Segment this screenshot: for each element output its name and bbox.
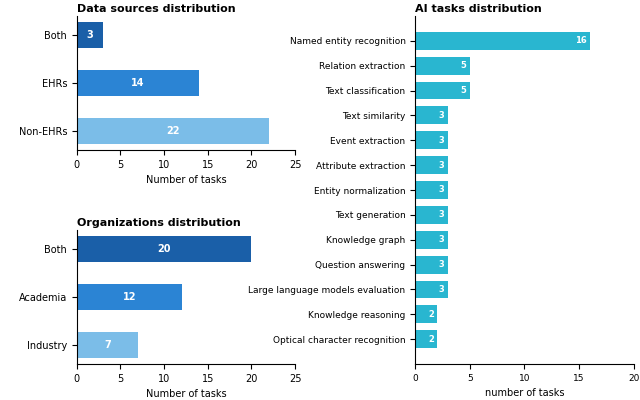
Text: AI tasks distribution: AI tasks distribution — [415, 4, 542, 14]
Text: 12: 12 — [122, 292, 136, 302]
X-axis label: Number of tasks: Number of tasks — [146, 389, 227, 399]
Text: 20: 20 — [157, 244, 171, 254]
Bar — [415, 156, 448, 174]
Bar — [415, 330, 437, 348]
Text: 2: 2 — [428, 310, 434, 319]
Bar — [415, 231, 448, 249]
Text: 3: 3 — [439, 136, 445, 145]
Text: 16: 16 — [575, 36, 587, 45]
X-axis label: Number of tasks: Number of tasks — [146, 175, 227, 185]
X-axis label: number of tasks: number of tasks — [484, 388, 564, 398]
Bar — [415, 206, 448, 224]
Bar — [77, 332, 138, 358]
Bar — [77, 70, 199, 96]
Bar — [77, 118, 269, 144]
Text: Data sources distribution: Data sources distribution — [77, 4, 236, 14]
Text: 3: 3 — [439, 235, 445, 244]
Text: 2: 2 — [428, 335, 434, 344]
Bar — [415, 57, 470, 74]
Bar — [77, 284, 182, 310]
Text: 14: 14 — [131, 78, 145, 88]
Bar — [77, 236, 252, 262]
Text: 3: 3 — [439, 285, 445, 294]
Text: Organizations distribution: Organizations distribution — [77, 218, 241, 228]
Text: 3: 3 — [439, 260, 445, 269]
Text: 3: 3 — [439, 161, 445, 170]
Bar — [415, 280, 448, 298]
Bar — [77, 22, 103, 48]
Bar — [415, 181, 448, 199]
Text: 3: 3 — [86, 30, 93, 40]
Bar — [415, 32, 590, 50]
Text: 7: 7 — [104, 340, 111, 350]
Text: 3: 3 — [439, 186, 445, 194]
Text: 22: 22 — [166, 126, 180, 136]
Text: 3: 3 — [439, 111, 445, 120]
Bar — [415, 106, 448, 124]
Text: 5: 5 — [461, 86, 467, 95]
Bar — [415, 306, 437, 323]
Bar — [415, 131, 448, 149]
Text: 3: 3 — [439, 210, 445, 219]
Text: 5: 5 — [461, 61, 467, 70]
Bar — [415, 256, 448, 274]
Bar — [415, 82, 470, 100]
